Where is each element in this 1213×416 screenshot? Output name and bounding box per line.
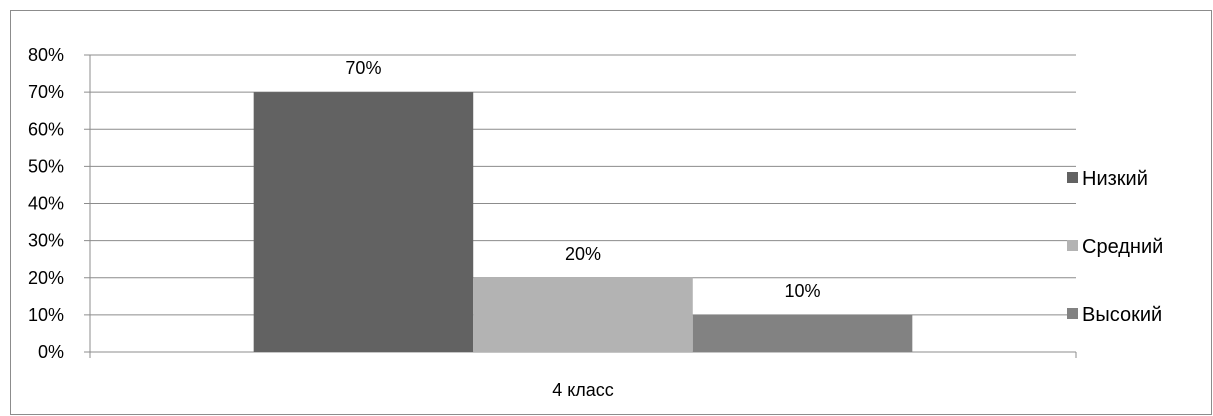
bars xyxy=(253,92,913,352)
legend-label: Средний xyxy=(1082,236,1163,258)
data-labels: 70% 20% 10% xyxy=(345,58,820,301)
gridlines xyxy=(90,54,1076,316)
y-tick-label: 80% xyxy=(28,45,64,65)
legend-swatch xyxy=(1067,240,1078,251)
y-tick-label: 10% xyxy=(28,305,64,325)
legend-label: Низкий xyxy=(1082,168,1148,190)
y-tick-label: 40% xyxy=(28,194,64,214)
y-tick-label: 70% xyxy=(28,82,64,102)
bar-3 xyxy=(692,314,913,352)
legend-swatch xyxy=(1067,172,1078,183)
data-label: 70% xyxy=(345,58,381,78)
y-tick-label: 30% xyxy=(28,231,64,251)
y-tick-label: 50% xyxy=(28,156,64,176)
legend: Низкий Средний Высокий xyxy=(1067,168,1163,326)
y-tick-label: 0% xyxy=(38,342,64,362)
data-label: 10% xyxy=(785,281,821,301)
y-axis-ticks: 0% 10% 20% 30% 40% 50% 60% 70% 80% xyxy=(28,45,64,362)
x-axis-ticks: 4 класс xyxy=(552,380,614,400)
legend-label: Высокий xyxy=(1082,304,1162,326)
bar-1 xyxy=(253,92,474,352)
bar-2 xyxy=(473,277,693,352)
data-label: 20% xyxy=(565,244,601,264)
y-tick-label: 20% xyxy=(28,268,64,288)
x-tick-label: 4 класс xyxy=(552,380,614,400)
legend-swatch xyxy=(1067,308,1078,319)
y-tick-label: 60% xyxy=(28,119,64,139)
